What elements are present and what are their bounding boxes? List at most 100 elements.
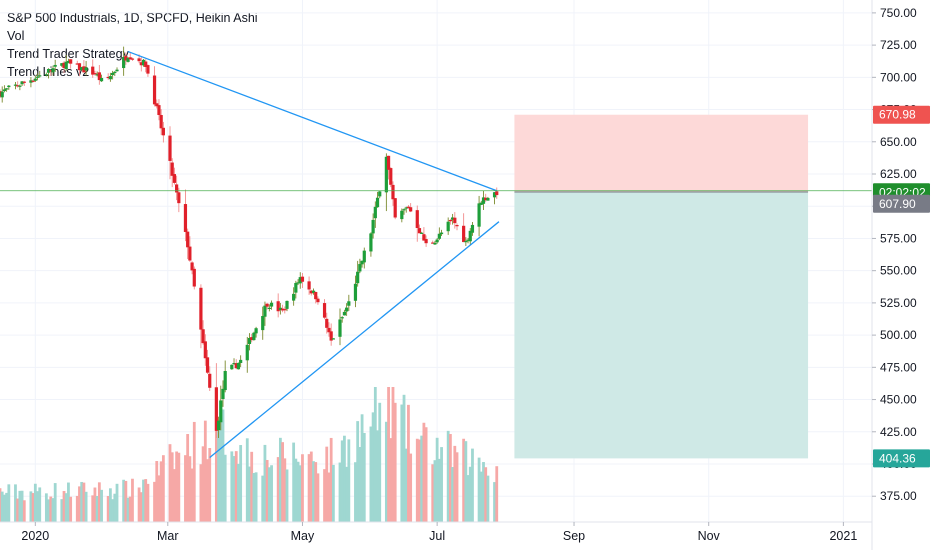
volume-bar bbox=[137, 487, 141, 522]
candle-body bbox=[468, 230, 472, 242]
candle-body bbox=[99, 77, 104, 82]
candle-body bbox=[62, 62, 66, 69]
volume-bar bbox=[250, 451, 254, 522]
volume-bar bbox=[126, 497, 130, 522]
candle-body bbox=[190, 262, 194, 271]
volume-bar bbox=[49, 496, 53, 522]
candle-body bbox=[49, 70, 53, 72]
legend-volume[interactable]: Vol bbox=[7, 29, 25, 43]
legend-strategy[interactable]: Trend Trader Strategy bbox=[7, 47, 129, 61]
candle-body bbox=[122, 57, 126, 69]
volume-bar bbox=[214, 403, 218, 522]
volume-bar bbox=[248, 466, 251, 522]
y-tick-label: 750.00 bbox=[880, 6, 917, 20]
volume-bar bbox=[230, 451, 234, 522]
volume-bar bbox=[62, 490, 66, 522]
volume-bar bbox=[84, 491, 88, 522]
legend-symbol[interactable]: S&P 500 Industrials, 1D, SPCFD, Heikin A… bbox=[7, 11, 258, 25]
candle-body bbox=[269, 302, 274, 307]
candle-body bbox=[450, 217, 455, 220]
volume-bar bbox=[159, 461, 163, 522]
candle-body bbox=[309, 290, 313, 294]
volume-bar bbox=[354, 462, 357, 522]
volume-bar bbox=[186, 434, 190, 522]
candle-body bbox=[292, 293, 296, 301]
volume-bar bbox=[418, 439, 421, 522]
candle-body bbox=[439, 232, 444, 235]
volume-bar bbox=[422, 422, 426, 522]
candle-body bbox=[75, 63, 79, 65]
volume-bar bbox=[51, 498, 55, 522]
candle-body bbox=[205, 357, 210, 373]
volume-bar bbox=[296, 461, 300, 522]
volume-bar bbox=[325, 446, 329, 522]
volume-bar bbox=[402, 394, 406, 522]
volume-bar bbox=[217, 419, 220, 522]
candle-body bbox=[393, 198, 397, 218]
volume-bar bbox=[495, 466, 499, 522]
volume-bar bbox=[437, 458, 441, 522]
volume-bar bbox=[453, 445, 457, 522]
x-tick-label: May bbox=[291, 529, 315, 543]
volume-bar bbox=[263, 444, 267, 522]
volume-bar bbox=[462, 438, 466, 522]
volume-bar bbox=[7, 484, 11, 522]
volume-bar bbox=[192, 421, 196, 522]
candle-body bbox=[285, 300, 289, 309]
candle-body bbox=[409, 207, 413, 212]
volume-bar bbox=[420, 435, 424, 522]
volume-bar bbox=[173, 469, 176, 522]
volume-bar bbox=[82, 482, 86, 522]
candle-body bbox=[400, 210, 404, 220]
volume-bar bbox=[177, 452, 181, 522]
candle-body bbox=[141, 59, 146, 66]
candle-body bbox=[294, 282, 298, 293]
volume-bar bbox=[232, 456, 236, 522]
volume-bar bbox=[338, 462, 342, 522]
candle-body bbox=[203, 341, 207, 359]
volume-bar bbox=[433, 460, 437, 522]
position-zones[interactable] bbox=[514, 114, 809, 459]
candle-body bbox=[38, 75, 42, 77]
candle-body bbox=[152, 75, 157, 105]
candle-body bbox=[108, 76, 112, 80]
volume-bar bbox=[122, 479, 126, 522]
candle-body bbox=[130, 58, 135, 60]
volume-bar bbox=[431, 464, 435, 522]
target-price-tag-bg bbox=[873, 449, 930, 468]
candle-body bbox=[431, 242, 435, 244]
volume-bar bbox=[206, 459, 209, 522]
volume-bar bbox=[161, 455, 165, 522]
candle-body bbox=[16, 85, 20, 87]
candle-body bbox=[186, 231, 190, 248]
volume-bar bbox=[142, 479, 145, 522]
candle-body bbox=[433, 242, 437, 245]
candle-body bbox=[486, 197, 490, 201]
volume-bar bbox=[219, 412, 223, 522]
candle-body bbox=[495, 191, 499, 196]
volume-bar bbox=[343, 435, 346, 522]
volume-bar bbox=[466, 475, 470, 522]
candle-body bbox=[236, 362, 241, 370]
volume-bar bbox=[64, 493, 68, 522]
candle-body bbox=[175, 184, 179, 193]
volume-bar bbox=[316, 473, 320, 522]
volume-bar bbox=[60, 499, 64, 522]
candles bbox=[0, 46, 499, 438]
candle-body bbox=[223, 371, 227, 391]
volume-bar bbox=[239, 445, 243, 522]
volume-bar bbox=[327, 472, 331, 522]
candle-body bbox=[110, 72, 115, 76]
volume-bar bbox=[97, 482, 101, 522]
candle-body bbox=[95, 74, 99, 76]
candle-body bbox=[325, 318, 329, 328]
volume-bar bbox=[261, 475, 265, 522]
volume-bar bbox=[31, 493, 35, 522]
trend-lines[interactable] bbox=[0, 50, 872, 459]
candle-body bbox=[192, 268, 196, 287]
candle-body bbox=[230, 364, 234, 370]
volume-bar bbox=[93, 487, 97, 522]
volume-bar bbox=[157, 475, 161, 522]
x-tick-label: Sep bbox=[563, 529, 585, 543]
